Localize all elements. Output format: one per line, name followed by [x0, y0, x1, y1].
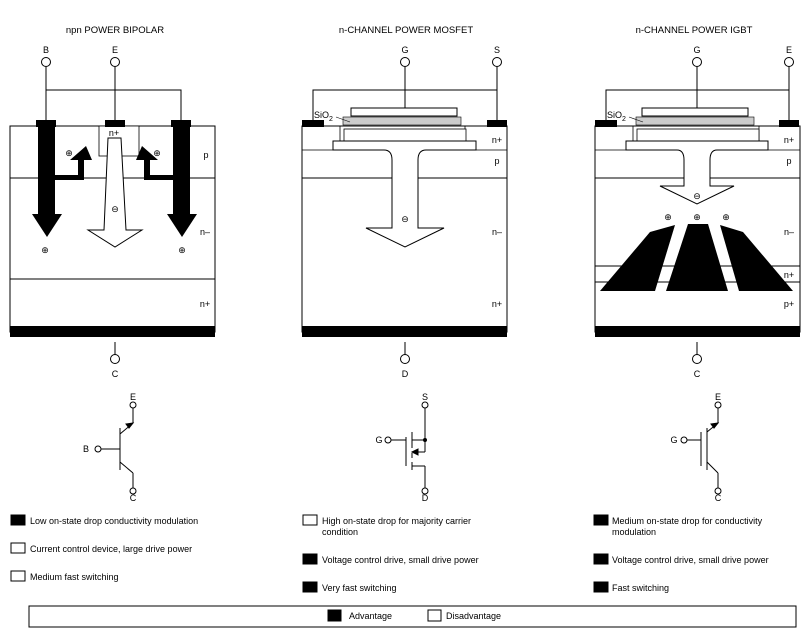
legend-advantage-swatch — [327, 609, 342, 622]
mosfet-region-n-minus: n– — [492, 227, 502, 237]
igbt-pin-c: C — [694, 369, 701, 379]
igbt-symbol-g: G — [670, 435, 677, 445]
igbt-hole-right: ⊕ — [722, 212, 730, 222]
bipolar-feature-2: Current control device, large drive powe… — [30, 544, 192, 554]
bipolar-pin-b: B — [43, 45, 49, 55]
igbt-region-p: p — [786, 156, 791, 166]
mosfet-region-n-plus-substrate: n+ — [492, 299, 502, 309]
bipolar-pin-c: C — [112, 369, 119, 379]
legend-disadvantage-label: Disadvantage — [446, 611, 501, 621]
mosfet-symbol-g: G — [375, 435, 382, 445]
bipolar-region-n-plus-emitter: n+ — [109, 128, 119, 138]
bipolar-title: npn POWER BIPOLAR — [66, 25, 164, 36]
mosfet-feature-2: Voltage control drive, small drive power — [322, 555, 479, 565]
mosfet-symbol — [384, 401, 429, 495]
bipolar-hole-bottom-left: ⊕ — [41, 245, 49, 255]
mosfet-title: n-CHANNEL POWER MOSFET — [339, 25, 473, 36]
bjt-symbol-e: E — [130, 392, 136, 402]
igbt-feature-2-box — [593, 553, 609, 565]
igbt-feature-1-box — [593, 514, 609, 526]
mosfet-feature-3: Very fast switching — [322, 583, 397, 593]
mosfet-pin-d: D — [402, 369, 409, 379]
igbt-region-n-plus-buffer: n+ — [784, 270, 794, 280]
mosfet-region-p: p — [494, 156, 499, 166]
igbt-feature-3-box — [593, 581, 609, 593]
bipolar-feature-2-box — [10, 542, 26, 554]
igbt-oxide-label: SiO2 — [607, 110, 626, 123]
legend-disadvantage-swatch — [427, 609, 442, 622]
igbt-hole-center: ⊕ — [693, 212, 701, 222]
mosfet-pin-g: G — [401, 45, 408, 55]
mosfet-feature-1-box — [302, 514, 318, 526]
igbt-feature-1: Medium on-state drop for conductivity mo… — [612, 516, 765, 537]
igbt-feature-1-line-1: Medium on-state drop for conductivity — [612, 516, 763, 526]
mosfet-pin-s: S — [494, 45, 500, 55]
bipolar-region-p: p — [203, 150, 208, 160]
igbt-feature-1-line-2: modulation — [612, 527, 656, 537]
mosfet-structure — [301, 57, 508, 364]
bipolar-hole-left: ⊕ — [65, 148, 73, 158]
mosfet-feature-1-line-2: condition — [322, 527, 358, 537]
bipolar-electron: ⊖ — [111, 204, 119, 214]
bjt-symbol-b: B — [83, 444, 89, 454]
igbt-symbol — [680, 401, 722, 495]
bipolar-region-n-minus: n– — [200, 227, 210, 237]
igbt-region-n-minus: n– — [784, 227, 794, 237]
mosfet-symbol-s: S — [422, 392, 428, 402]
igbt-electron: ⊖ — [693, 191, 701, 201]
mosfet-feature-1: High on-state drop for majority carrier … — [322, 516, 474, 537]
bipolar-feature-3-box — [10, 570, 26, 582]
bipolar-structure — [9, 57, 216, 364]
mosfet-oxide-label: SiO2 — [314, 110, 333, 123]
igbt-hole-left: ⊕ — [664, 212, 672, 222]
igbt-region-p-plus: p+ — [784, 299, 794, 309]
bipolar-hole-bottom-right: ⊕ — [178, 245, 186, 255]
bipolar-region-n-plus: n+ — [200, 299, 210, 309]
igbt-title: n-CHANNEL POWER IGBT — [636, 25, 753, 36]
igbt-symbol-e: E — [715, 392, 721, 402]
mosfet-symbol-d: D — [422, 493, 429, 503]
bjt-symbol — [94, 401, 137, 495]
igbt-feature-2: Voltage control drive, small drive power — [612, 555, 769, 565]
igbt-region-n-plus: n+ — [784, 135, 794, 145]
legend-advantage-label: Advantage — [349, 611, 392, 621]
bipolar-feature-1-box — [10, 514, 26, 526]
bipolar-pin-e: E — [112, 45, 118, 55]
igbt-pin-e: E — [786, 45, 792, 55]
igbt-structure — [594, 57, 801, 364]
igbt-symbol-c: C — [715, 493, 722, 503]
bipolar-feature-1: Low on-state drop conductivity modulatio… — [30, 516, 198, 526]
mosfet-electron: ⊖ — [401, 214, 409, 224]
bipolar-feature-3: Medium fast switching — [30, 572, 119, 582]
mosfet-region-n-plus: n+ — [492, 135, 502, 145]
mosfet-feature-1-line-1: High on-state drop for majority carrier — [322, 516, 471, 526]
igbt-feature-3: Fast switching — [612, 583, 669, 593]
mosfet-feature-3-box — [302, 581, 318, 593]
mosfet-feature-2-box — [302, 553, 318, 565]
igbt-pin-g: G — [693, 45, 700, 55]
legend: Advantage Disadvantage — [28, 605, 797, 628]
bjt-symbol-c: C — [130, 493, 137, 503]
bipolar-hole-right: ⊕ — [153, 148, 161, 158]
